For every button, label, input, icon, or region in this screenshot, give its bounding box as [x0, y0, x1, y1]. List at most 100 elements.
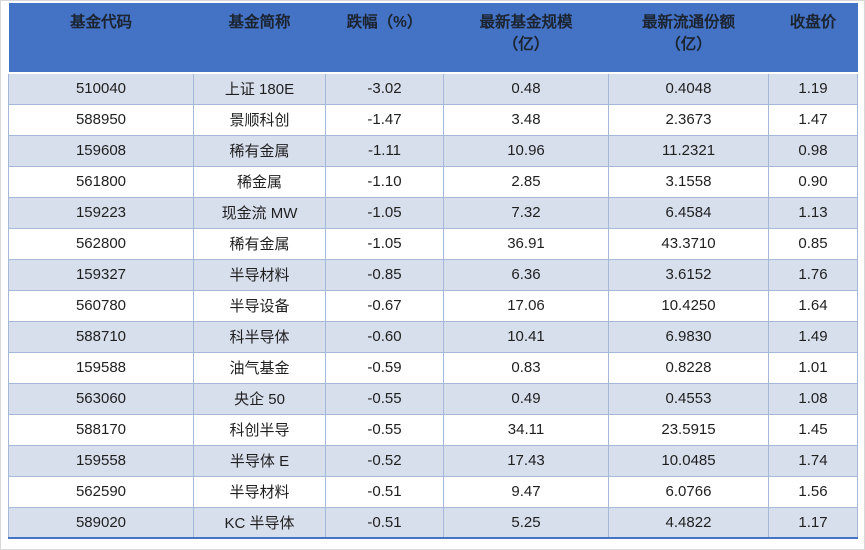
cell-decline-pct: -0.51	[325, 475, 444, 508]
column-header-label-line2: （亿）	[502, 36, 550, 54]
column-header-decline-pct: 跌幅（%）	[325, 3, 444, 74]
cell-fund-code: 159223	[8, 196, 194, 229]
cell-decline-pct: -1.05	[325, 227, 444, 260]
cell-fund-name: 科半导体	[193, 320, 326, 353]
cell-circulating-shares: 4.4822	[608, 506, 769, 539]
cell-fund-scale: 10.96	[443, 134, 609, 167]
cell-close-price: 1.19	[768, 72, 858, 105]
table-row: 159558 半导体 E -0.52 17.43 10.0485 1.74	[8, 444, 858, 477]
cell-fund-scale: 7.32	[443, 196, 609, 229]
cell-fund-code: 588950	[8, 103, 194, 136]
cell-decline-pct: -0.85	[325, 258, 444, 291]
cell-circulating-shares: 6.9830	[608, 320, 769, 353]
cell-circulating-shares: 3.6152	[608, 258, 769, 291]
table-row: 560780 半导设备 -0.67 17.06 10.4250 1.64	[8, 289, 858, 322]
cell-decline-pct: -0.51	[325, 506, 444, 539]
cell-close-price: 1.45	[768, 413, 858, 446]
cell-fund-scale: 0.83	[443, 351, 609, 384]
cell-close-price: 1.49	[768, 320, 858, 353]
cell-fund-name: 油气基金	[193, 351, 326, 384]
cell-circulating-shares: 10.0485	[608, 444, 769, 477]
cell-fund-code: 589020	[8, 506, 194, 539]
cell-fund-code: 159608	[8, 134, 194, 167]
cell-fund-name: 半导设备	[193, 289, 326, 322]
cell-circulating-shares: 23.5915	[608, 413, 769, 446]
table-row: 588710 科半导体 -0.60 10.41 6.9830 1.49	[8, 320, 858, 353]
cell-fund-name: 半导体 E	[193, 444, 326, 477]
cell-fund-code: 562800	[8, 227, 194, 260]
cell-fund-code: 159558	[8, 444, 194, 477]
cell-close-price: 1.64	[768, 289, 858, 322]
cell-decline-pct: -0.59	[325, 351, 444, 384]
cell-close-price: 1.13	[768, 196, 858, 229]
column-header-label: 基金简称	[228, 14, 291, 31]
cell-fund-code: 560780	[8, 289, 194, 322]
cell-circulating-shares: 43.3710	[608, 227, 769, 260]
column-header-close-price: 收盘价	[768, 3, 858, 74]
column-header-circulating-shares: 最新流通份额 （亿）	[608, 3, 769, 74]
cell-close-price: 0.90	[768, 165, 858, 198]
cell-fund-name: 现金流 MW	[193, 196, 326, 229]
table-row: 588950 景顺科创 -1.47 3.48 2.3673 1.47	[8, 103, 858, 136]
cell-fund-scale: 3.48	[443, 103, 609, 136]
cell-fund-scale: 9.47	[443, 475, 609, 508]
cell-decline-pct: -0.67	[325, 289, 444, 322]
cell-fund-code: 563060	[8, 382, 194, 415]
cell-close-price: 0.85	[768, 227, 858, 260]
cell-fund-name: KC 半导体	[193, 506, 326, 539]
column-header-label: 跌幅（%）	[346, 14, 423, 31]
column-header-fund-name: 基金简称	[193, 3, 326, 74]
cell-fund-scale: 6.36	[443, 258, 609, 291]
cell-decline-pct: -1.05	[325, 196, 444, 229]
table-row: 510040 上证 180E -3.02 0.48 0.4048 1.19	[8, 72, 858, 105]
cell-fund-code: 159588	[8, 351, 194, 384]
cell-fund-name: 稀有金属	[193, 227, 326, 260]
cell-decline-pct: -0.55	[325, 413, 444, 446]
table-row: 159608 稀有金属 -1.11 10.96 11.2321 0.98	[8, 134, 858, 167]
cell-fund-code: 588710	[8, 320, 194, 353]
cell-close-price: 1.74	[768, 444, 858, 477]
cell-fund-scale: 17.06	[443, 289, 609, 322]
cell-close-price: 1.17	[768, 506, 858, 539]
table-row: 589020 KC 半导体 -0.51 5.25 4.4822 1.17	[8, 506, 858, 539]
header-row: 基金代码 基金简称 跌幅（%） 最新基金规模 （亿） 最新流通份额 （	[8, 3, 858, 74]
cell-fund-name: 半导材料	[193, 258, 326, 291]
fund-table-header: 基金代码 基金简称 跌幅（%） 最新基金规模 （亿） 最新流通份额 （	[8, 3, 858, 74]
cell-fund-name: 央企 50	[193, 382, 326, 415]
cell-fund-scale: 17.43	[443, 444, 609, 477]
cell-circulating-shares: 6.0766	[608, 475, 769, 508]
cell-fund-name: 稀金属	[193, 165, 326, 198]
table-row: 562590 半导材料 -0.51 9.47 6.0766 1.56	[8, 475, 858, 508]
cell-close-price: 1.47	[768, 103, 858, 136]
cell-close-price: 1.56	[768, 475, 858, 508]
column-header-fund-scale: 最新基金规模 （亿）	[443, 3, 609, 74]
cell-circulating-shares: 0.4048	[608, 72, 769, 105]
cell-fund-code: 588170	[8, 413, 194, 446]
cell-fund-name: 景顺科创	[193, 103, 326, 136]
cell-circulating-shares: 3.1558	[608, 165, 769, 198]
column-header-label: 最新基金规模	[479, 14, 573, 31]
column-header-label: 基金代码	[69, 14, 132, 31]
cell-circulating-shares: 2.3673	[608, 103, 769, 136]
table-row: 159588 油气基金 -0.59 0.83 0.8228 1.01	[8, 351, 858, 384]
table-row: 588170 科创半导 -0.55 34.11 23.5915 1.45	[8, 413, 858, 446]
table-row: 562800 稀有金属 -1.05 36.91 43.3710 0.85	[8, 227, 858, 260]
cell-fund-code: 159327	[8, 258, 194, 291]
cell-decline-pct: -1.10	[325, 165, 444, 198]
table-row: 563060 央企 50 -0.55 0.49 0.4553 1.08	[8, 382, 858, 415]
cell-decline-pct: -0.55	[325, 382, 444, 415]
column-header-fund-code: 基金代码	[8, 3, 194, 74]
cell-fund-scale: 5.25	[443, 506, 609, 539]
cell-circulating-shares: 0.8228	[608, 351, 769, 384]
cell-decline-pct: -3.02	[325, 72, 444, 105]
cell-circulating-shares: 11.2321	[608, 134, 769, 167]
table-row: 159327 半导材料 -0.85 6.36 3.6152 1.76	[8, 258, 858, 291]
cell-fund-scale: 0.48	[443, 72, 609, 105]
cell-fund-code: 510040	[8, 72, 194, 105]
cell-close-price: 0.98	[768, 134, 858, 167]
cell-fund-scale: 0.49	[443, 382, 609, 415]
fund-table: 基金代码 基金简称 跌幅（%） 最新基金规模 （亿） 最新流通份额 （	[8, 3, 858, 539]
cell-fund-name: 上证 180E	[193, 72, 326, 105]
table-row: 159223 现金流 MW -1.05 7.32 6.4584 1.13	[8, 196, 858, 229]
